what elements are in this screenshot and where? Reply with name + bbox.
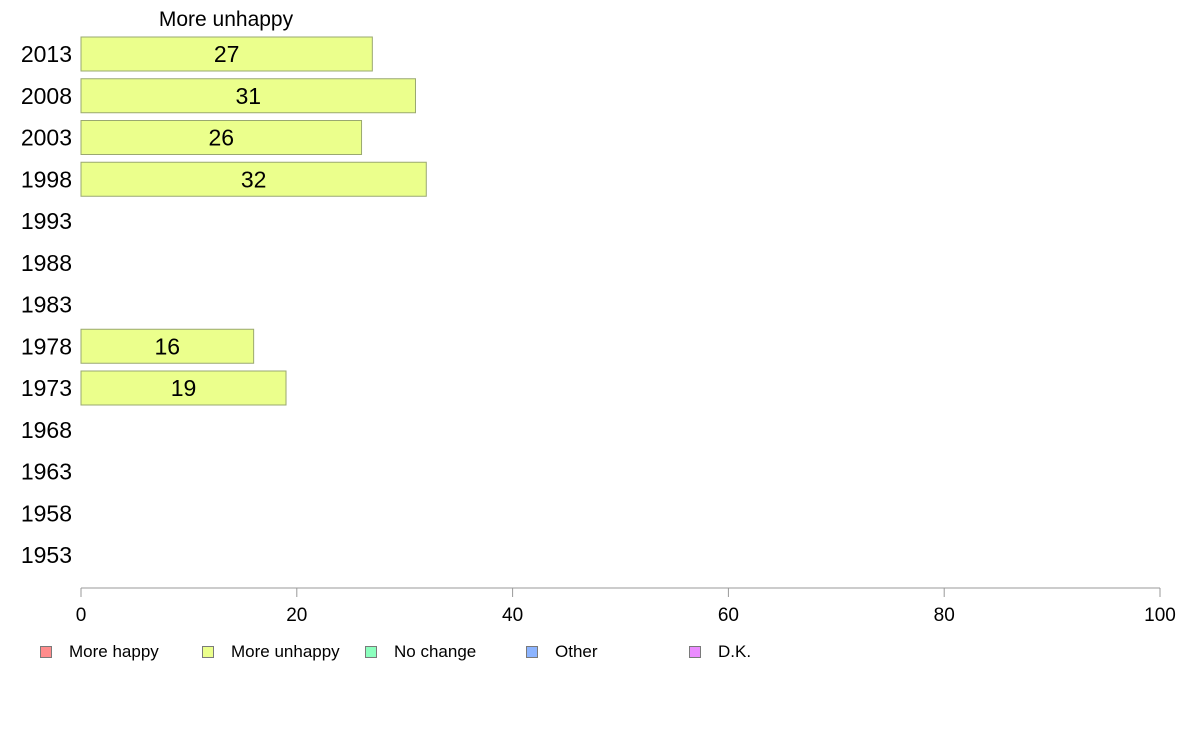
- data-label: 27: [214, 41, 240, 67]
- data-label: 16: [155, 333, 181, 359]
- category-label: 1983: [21, 292, 72, 318]
- legend-swatch: [526, 646, 538, 658]
- category-label: 1953: [21, 542, 72, 568]
- bars-group: 2013 27 2008 31 2003 26 1998 32 1993 1988 1983 1978…: [21, 36, 427, 568]
- legend-item: Other: [526, 640, 598, 664]
- x-tick-label: 80: [934, 605, 955, 626]
- legend-label: D.K.: [718, 642, 752, 661]
- data-label: 32: [241, 166, 267, 192]
- category-label: 1958: [21, 500, 72, 526]
- legend-item: No change: [365, 640, 476, 664]
- x-tick-label: 100: [1144, 605, 1176, 626]
- bar: [80, 328, 255, 364]
- legend-label: No change: [394, 642, 477, 661]
- legend-label: More happy: [69, 642, 159, 661]
- legend: More happy More unhappy No change Other D.K.: [0, 640, 1188, 664]
- legend-swatch: [365, 646, 377, 658]
- bar: [80, 78, 416, 114]
- category-label: 1968: [21, 417, 72, 443]
- category-label: 2013: [21, 41, 72, 67]
- legend-swatch: [40, 646, 52, 658]
- bar: [80, 370, 287, 406]
- bar: [80, 161, 427, 197]
- legend-item: D.K.: [689, 640, 751, 664]
- category-label: 1993: [21, 208, 72, 234]
- legend-label: Other: [555, 642, 598, 661]
- category-label: 1973: [21, 375, 72, 401]
- bar: [80, 120, 363, 155]
- chart-title: More unhappy: [159, 8, 294, 31]
- bar-chart: More unhappy 2013 27 2008 31 2003 26 1998 32 199…: [21, 8, 1176, 626]
- x-tick-label: 0: [76, 605, 87, 626]
- category-label: 2008: [21, 83, 72, 109]
- legend-label: More unhappy: [231, 642, 340, 661]
- legend-item: More happy: [40, 640, 159, 664]
- category-label: 1998: [21, 166, 72, 192]
- data-label: 31: [235, 83, 261, 109]
- x-tick-label: 60: [718, 605, 739, 626]
- x-tick-label: 20: [286, 605, 307, 626]
- data-label: 19: [171, 375, 197, 401]
- legend-swatch: [202, 646, 214, 658]
- category-label: 1963: [21, 459, 72, 485]
- legend-item: More unhappy: [202, 640, 340, 664]
- category-label: 2003: [21, 125, 72, 151]
- bar: [80, 36, 373, 72]
- category-label: 1978: [21, 333, 72, 359]
- category-label: 1988: [21, 250, 72, 276]
- x-axis: 0 20 40 60 80 100: [76, 587, 1176, 626]
- data-label: 26: [208, 125, 234, 151]
- legend-swatch: [689, 646, 701, 658]
- x-tick-label: 40: [502, 605, 523, 626]
